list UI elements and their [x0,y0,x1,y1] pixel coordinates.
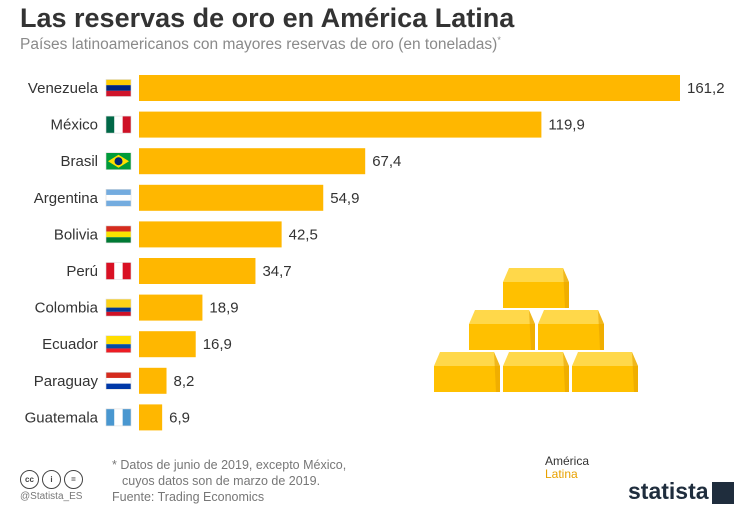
creative-commons-icons: cc i = [20,470,83,489]
bar-guatemala [139,404,163,431]
gold-ingot-5 [538,310,604,350]
flag-argentina-icon [105,189,132,207]
category-label-paraguay: Paraguay [34,373,99,390]
chart-title: Las reservas de oro en América Latina [20,3,515,33]
gold-bars-illustration [434,268,638,392]
partner-word-2: Latina [545,467,578,481]
category-label-ecuador: Ecuador [42,336,98,353]
value-label-peru: 34,7 [262,263,291,280]
value-label-colombia: 18,9 [209,300,238,317]
cc-handle: @Statista_ES [20,491,83,502]
flag-guatemala-icon [105,408,132,427]
bar-mexico [139,111,542,138]
bar-colombia [139,294,203,321]
america-latina-logo: América Latina [545,455,589,481]
category-label-colombia: Colombia [35,300,99,317]
gold-ingot-1 [434,352,500,392]
gold-ingot-3 [572,352,638,392]
gold-ingot-2 [503,352,569,392]
value-label-venezuela: 161,2 [687,80,725,97]
statista-logo: statista [628,478,734,505]
value-label-ecuador: 16,9 [203,336,232,353]
flag-brasil-icon [105,152,132,170]
bar-bolivia [139,221,282,248]
category-label-peru: Perú [66,263,98,280]
bar-venezuela [139,75,680,101]
subtitle-text: Países latinoamericanos con mayores rese… [20,36,498,54]
flag-bolivia-icon [105,225,132,244]
footer-notes: * Datos de junio de 2019, excepto México… [112,457,346,505]
category-label-mexico: México [50,117,98,134]
value-label-guatemala: 6,9 [169,409,190,426]
footnote-line-2: cuyos datos son de marzo de 2019. [122,474,321,488]
subtitle-footnote-mark: * [497,35,501,45]
footnote-line-1: * Datos de junio de 2019, excepto México… [112,458,347,472]
value-label-brasil: 67,4 [372,153,401,170]
flag-venezuela-icon [105,79,132,97]
category-label-brasil: Brasil [60,153,98,170]
category-label-guatemala: Guatemala [25,409,99,426]
gold-ingot-6 [503,268,569,308]
cc-icon: cc [20,470,39,489]
value-label-mexico: 119,9 [548,117,584,134]
gold-ingot-4 [469,310,535,350]
equal-icon: = [64,470,83,489]
flag-colombia-icon [105,298,132,317]
flag-ecuador-icon [105,335,132,354]
statista-mark-icon [711,481,734,504]
bars-layer: Venezuela 161,2 México 119,9 Brasil 67,4 Argen… [25,75,725,431]
bar-paraguay [139,367,167,394]
value-label-argentina: 54,9 [330,190,359,207]
bar-chart: Venezuela 161,2 México 119,9 Brasil 67,4 Argen… [25,75,725,431]
category-label-bolivia: Bolivia [54,226,99,243]
value-label-bolivia: 42,5 [289,226,318,243]
statista-wordmark: statista [628,478,709,504]
category-label-argentina: Argentina [34,190,99,207]
attribution-icon: i [42,470,61,489]
flag-paraguay-icon [105,371,132,390]
value-label-paraguay: 8,2 [174,373,195,390]
bar-peru [139,258,256,284]
category-label-venezuela: Venezuela [28,80,99,97]
bar-brasil [139,148,366,175]
source-note: Fuente: Trading Economics [112,490,265,504]
flag-peru-icon [105,262,132,280]
bar-ecuador [139,331,196,358]
bar-argentina [139,184,324,211]
chart-subtitle: Países latinoamericanos con mayores rese… [20,35,501,54]
flag-mexico-icon [105,115,132,134]
partner-word-1: América [545,454,590,468]
